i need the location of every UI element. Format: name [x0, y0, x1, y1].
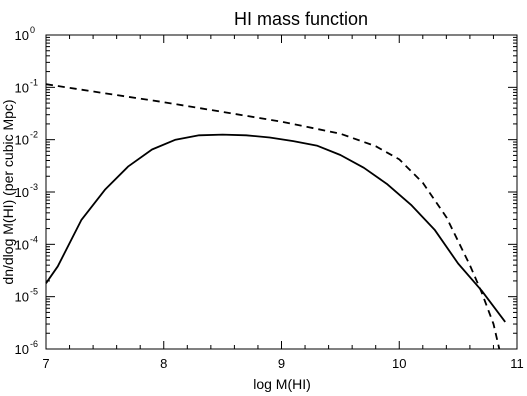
- x-axis-label: log M(HI): [253, 376, 311, 392]
- x-tick-label: 10: [392, 356, 406, 371]
- y-tick-base: 10: [15, 133, 29, 148]
- y-tick-label: 10: [15, 185, 29, 200]
- x-tick-label: 7: [42, 356, 49, 371]
- y-tick-base: 10: [15, 237, 29, 252]
- series-line-dashed: [45, 83, 501, 350]
- chart-title: HI mass function: [234, 9, 368, 29]
- y-tick-label: 10: [15, 342, 29, 357]
- y-tick-exponent: 0: [30, 25, 35, 35]
- y-tick-base: 10: [15, 80, 29, 95]
- y-tick-exponent: -4: [30, 234, 38, 244]
- y-axis-label: dn/dlog M(HI) (per cubic Mpc): [0, 99, 16, 284]
- y-tick-exponent: -3: [30, 182, 38, 192]
- x-axis: 7 8 9 10 11: [42, 35, 524, 371]
- series-layer: [45, 83, 506, 350]
- y-tick-label: 10: [15, 28, 29, 43]
- y-tick-exponent: -1: [30, 77, 38, 87]
- y-tick-base: 10: [15, 290, 29, 305]
- y-tick-base: 10: [15, 185, 29, 200]
- y-tick-exponent: -2: [30, 130, 38, 140]
- y-tick-base: 10: [15, 28, 29, 43]
- y-tick-label: 10: [15, 133, 29, 148]
- x-tick-label: 8: [160, 356, 167, 371]
- series-line-solid: [45, 133, 506, 323]
- y-tick-base: 10: [15, 342, 29, 357]
- y-tick-exponent: -5: [30, 287, 38, 297]
- y-tick-label: 10: [15, 80, 29, 95]
- y-tick-exponent: -6: [30, 339, 38, 349]
- plot-frame: [45, 34, 518, 350]
- x-tick-label: 11: [510, 356, 524, 371]
- x-tick-label: 9: [278, 356, 285, 371]
- y-tick-label: 10: [15, 290, 29, 305]
- y-tick-label: 10: [15, 237, 29, 252]
